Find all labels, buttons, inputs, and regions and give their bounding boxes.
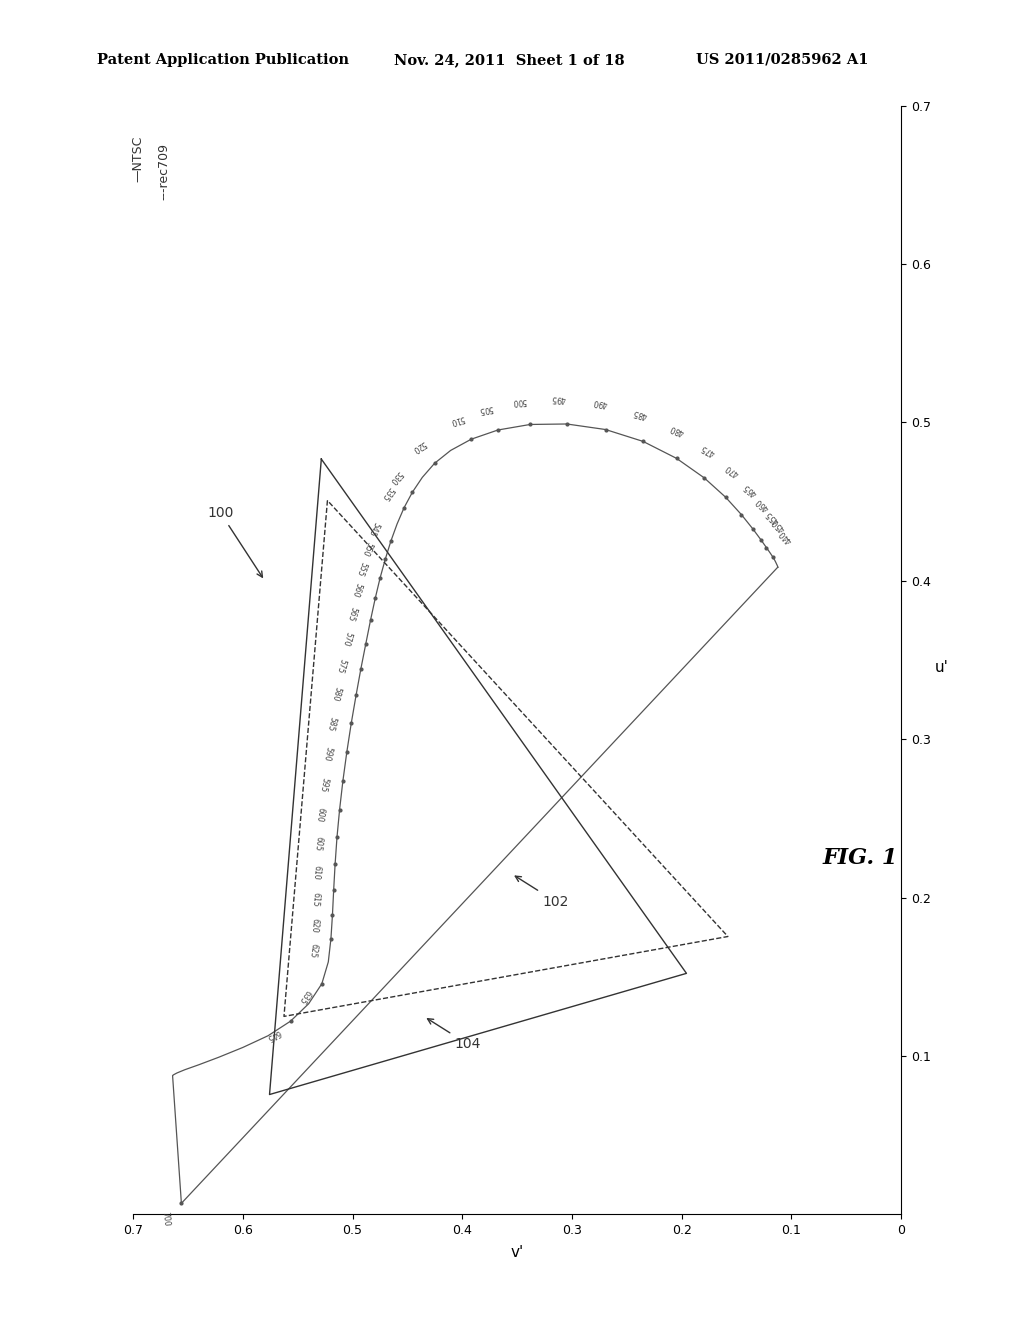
Text: 465: 465 [741,480,759,498]
Text: Nov. 24, 2011  Sheet 1 of 18: Nov. 24, 2011 Sheet 1 of 18 [394,53,625,67]
Text: 545: 545 [366,520,380,537]
Text: 610: 610 [311,865,322,879]
Text: 600: 600 [314,807,326,822]
Text: 510: 510 [449,413,466,425]
Text: 555: 555 [354,560,369,577]
Text: 595: 595 [317,776,329,792]
Text: 480: 480 [669,422,686,437]
Text: 700: 700 [160,1212,170,1228]
Text: 440: 440 [778,528,795,544]
Text: 550: 550 [360,540,374,557]
Text: 605: 605 [312,836,324,851]
Text: 590: 590 [322,746,333,762]
Text: 620: 620 [309,917,319,932]
Text: 460: 460 [755,496,771,512]
Text: 645: 645 [264,1027,282,1043]
Text: 450: 450 [770,516,787,533]
Text: 500: 500 [512,396,526,405]
Text: 560: 560 [350,582,362,598]
Text: FIG. 1: FIG. 1 [822,847,898,869]
Text: 535: 535 [379,486,395,502]
Text: 615: 615 [310,891,321,907]
Y-axis label: u': u' [935,660,949,675]
Text: 585: 585 [326,715,338,731]
Text: —NTSC: —NTSC [132,135,144,182]
Text: 490: 490 [592,397,607,408]
Text: 470: 470 [724,462,740,478]
Text: 570: 570 [340,631,352,647]
Text: 102: 102 [515,876,568,908]
Text: US 2011/0285962 A1: US 2011/0285962 A1 [696,53,868,67]
Text: 100: 100 [208,507,262,577]
Text: 455: 455 [764,508,780,524]
X-axis label: v': v' [511,1246,523,1261]
Text: 104: 104 [428,1019,481,1051]
Text: 485: 485 [632,407,648,420]
Text: 475: 475 [699,442,717,457]
Text: 495: 495 [551,393,565,404]
Text: 530: 530 [387,469,403,486]
Text: 580: 580 [330,685,342,702]
Text: 520: 520 [411,438,427,454]
Text: 505: 505 [477,403,494,414]
Text: Patent Application Publication: Patent Application Publication [97,53,349,67]
Text: 565: 565 [345,605,357,622]
Text: 635: 635 [297,989,312,1006]
Text: 625: 625 [307,942,318,958]
Text: 575: 575 [335,657,347,673]
Text: ---rec709: ---rec709 [158,143,170,201]
